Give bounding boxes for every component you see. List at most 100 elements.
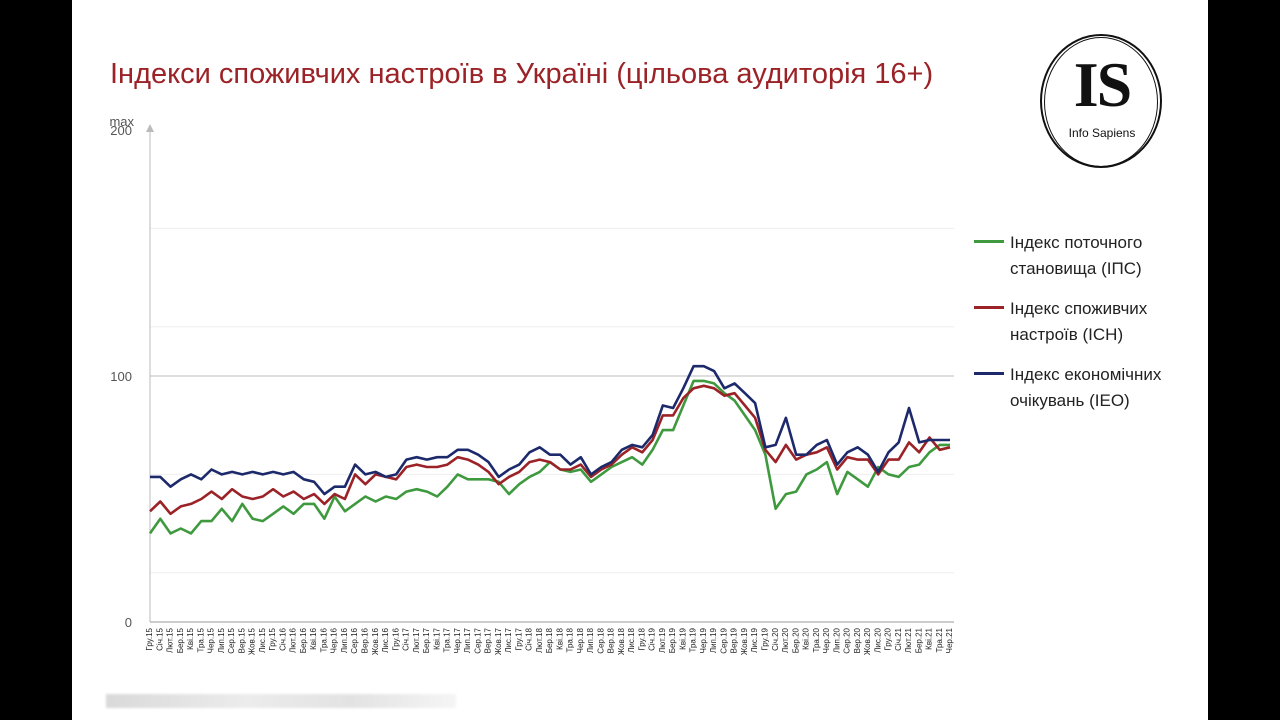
x-tick-label: Кві.20 bbox=[802, 627, 811, 649]
x-tick-labels: Гру.15 Січ.15 Лют.15 Бер.15 Кві.15 Тра.15 Чер.… bbox=[145, 627, 954, 655]
x-tick-label: Гру.16 bbox=[391, 627, 400, 650]
x-tick-label: Тра.17 bbox=[443, 627, 452, 652]
x-tick-label: Січ.15 bbox=[155, 627, 164, 650]
chart-series bbox=[148, 364, 951, 535]
x-tick-label: Лип.15 bbox=[217, 627, 226, 653]
x-tick-label: Тра.19 bbox=[689, 627, 698, 652]
x-tick-label: Гру.17 bbox=[514, 627, 523, 650]
x-tick-label: Лют.20 bbox=[781, 627, 790, 653]
x-tick-label: Тра.21 bbox=[935, 627, 944, 652]
x-tick-label: Гру.19 bbox=[760, 627, 769, 650]
x-tick-label: Сер.15 bbox=[227, 627, 236, 653]
y-tick-label: 0 bbox=[125, 615, 132, 630]
x-tick-label: Лис.15 bbox=[258, 627, 267, 652]
x-tick-label: Вер.16 bbox=[360, 627, 369, 653]
x-tick-label: Лют.15 bbox=[166, 627, 175, 653]
x-tick-label: Кві.15 bbox=[186, 627, 195, 649]
x-tick-label: Лют.18 bbox=[535, 627, 544, 653]
x-tick-label: Січ.19 bbox=[648, 627, 657, 650]
legend-label-ips: Індекс поточного становища (ІПС) bbox=[1010, 233, 1143, 278]
x-tick-label: Чер.16 bbox=[330, 627, 339, 653]
x-tick-label: Бер.17 bbox=[422, 627, 431, 653]
x-tick-label: Жов.18 bbox=[617, 627, 626, 655]
logo-ring bbox=[1040, 34, 1162, 168]
x-tick-label: Чер.20 bbox=[822, 627, 831, 653]
x-tick-label: Кві.21 bbox=[925, 627, 934, 649]
x-tick-label: Лип.16 bbox=[340, 627, 349, 653]
x-tick-label: Січ.20 bbox=[771, 627, 780, 650]
y-tick-label: 200 bbox=[110, 123, 132, 138]
x-tick-label: Чер.21 bbox=[945, 627, 954, 653]
x-tick-label: Січ.17 bbox=[402, 627, 411, 650]
x-tick-label: Бер.16 bbox=[299, 627, 308, 653]
x-tick-label: Вер.15 bbox=[237, 627, 246, 653]
x-tick-label: Вер.20 bbox=[853, 627, 862, 653]
legend-item-ieo: Індекс економічних очікувань (IEO) bbox=[974, 362, 1204, 414]
legend-label-ieo: Індекс економічних очікувань (IEO) bbox=[1010, 365, 1162, 410]
series-line-ieo bbox=[150, 364, 950, 496]
x-tick-label: Лют.21 bbox=[904, 627, 913, 653]
chart-axes bbox=[146, 124, 954, 623]
x-tick-label: Чер.18 bbox=[576, 627, 585, 653]
x-tick-label: Жов.15 bbox=[248, 627, 257, 655]
legend-label-isn: Індекс споживчих настроїв (ІСН) bbox=[1010, 299, 1148, 344]
x-tick-label: Тра.16 bbox=[319, 627, 328, 652]
chart-legend: Індекс поточного становища (ІПС) Індекс … bbox=[974, 230, 1204, 428]
x-tick-label: Лют.16 bbox=[289, 627, 298, 653]
chart-grid bbox=[150, 227, 954, 574]
x-tick-label: Гру.15 bbox=[268, 627, 277, 650]
y-tick-labels: max 0 100 200 bbox=[109, 114, 134, 630]
x-tick-label: Жов.19 bbox=[740, 627, 749, 655]
logo-ring-inner bbox=[1044, 37, 1158, 167]
x-tick-label: Кві.18 bbox=[555, 627, 564, 649]
x-tick-label: Лип.18 bbox=[586, 627, 595, 653]
x-tick-label: Тра.15 bbox=[196, 627, 205, 652]
x-tick-label: Тра.20 bbox=[812, 627, 821, 652]
legend-swatch-ips bbox=[974, 240, 1004, 243]
x-tick-label: Вер.18 bbox=[607, 627, 616, 653]
x-tick-label: Сер.16 bbox=[350, 627, 359, 653]
x-tick-label: Січ.16 bbox=[278, 627, 287, 650]
x-tick-label: Січ.21 bbox=[894, 627, 903, 650]
x-tick-label: Чер.15 bbox=[207, 627, 216, 653]
footnote-blurred bbox=[106, 694, 456, 708]
y-tick-label: 100 bbox=[110, 369, 132, 384]
series-line-isn bbox=[149, 384, 951, 516]
x-tick-label: Лип.20 bbox=[832, 627, 841, 653]
x-tick-label: Лис.17 bbox=[504, 627, 513, 652]
x-tick-label: Сер.17 bbox=[473, 627, 482, 653]
x-tick-label: Лип.17 bbox=[463, 627, 472, 653]
legend-swatch-ieo bbox=[974, 372, 1004, 375]
logo-mark: IS bbox=[1073, 49, 1133, 120]
x-tick-label: Гру.15 bbox=[145, 627, 154, 650]
x-tick-label: Бер.20 bbox=[791, 627, 800, 653]
x-tick-label: Гру.18 bbox=[637, 627, 646, 650]
x-tick-label: Лис.19 bbox=[750, 627, 759, 652]
x-tick-label: Бер.21 bbox=[914, 627, 923, 653]
y-tick-label-max: max bbox=[109, 114, 134, 129]
x-tick-label: Сер.19 bbox=[719, 627, 728, 653]
x-tick-label: Жов.16 bbox=[371, 627, 380, 655]
x-tick-label: Лис.20 bbox=[873, 627, 882, 652]
x-tick-label: Чер.19 bbox=[699, 627, 708, 653]
x-tick-label: Лип.19 bbox=[709, 627, 718, 653]
x-tick-label: Чер.17 bbox=[453, 627, 462, 653]
slide: Індекси споживчих настроїв в Україні (ці… bbox=[72, 0, 1208, 720]
legend-item-ips: Індекс поточного становища (ІПС) bbox=[974, 230, 1204, 282]
x-tick-label: Кві.19 bbox=[678, 627, 687, 649]
x-tick-label: Лют.17 bbox=[412, 627, 421, 653]
x-tick-label: Гру.20 bbox=[884, 627, 893, 650]
x-tick-label: Лют.19 bbox=[658, 627, 667, 653]
x-tick-label: Сер.18 bbox=[596, 627, 605, 653]
series-line-ips bbox=[148, 379, 950, 535]
x-tick-label: Бер.18 bbox=[545, 627, 554, 653]
slide-title: Індекси споживчих настроїв в Україні (ці… bbox=[110, 58, 934, 90]
x-tick-label: Вер.19 bbox=[730, 627, 739, 653]
x-tick-label: Кві.17 bbox=[432, 627, 441, 649]
x-tick-label: Бер.15 bbox=[176, 627, 185, 653]
info-sapiens-logo: IS Info Sapiens bbox=[1040, 34, 1164, 170]
x-tick-label: Бер.19 bbox=[668, 627, 677, 653]
x-tick-label: Тра.18 bbox=[566, 627, 575, 652]
x-tick-label: Лис.16 bbox=[381, 627, 390, 652]
